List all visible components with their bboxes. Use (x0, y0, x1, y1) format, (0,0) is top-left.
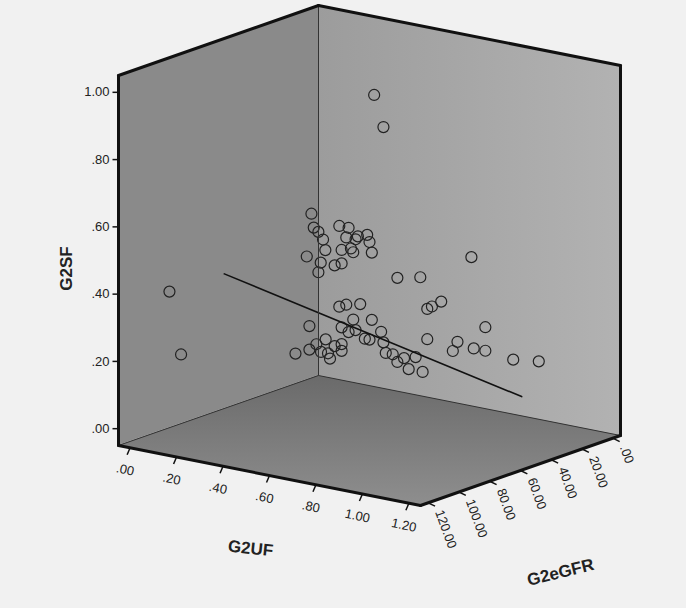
svg-text:.20: .20 (161, 469, 182, 487)
svg-text:G2UF: G2UF (227, 537, 274, 561)
svg-text:80.00: 80.00 (494, 486, 519, 522)
svg-text:.60: .60 (254, 488, 275, 506)
svg-text:60.00: 60.00 (525, 476, 550, 512)
svg-text:.00: .00 (115, 460, 136, 478)
svg-text:G2eGFR: G2eGFR (525, 555, 596, 590)
svg-text:.00: .00 (91, 421, 109, 436)
svg-text:.00: .00 (617, 443, 637, 465)
svg-text:1.00: 1.00 (344, 506, 372, 526)
svg-text:.80: .80 (301, 497, 322, 515)
svg-text:1.00: 1.00 (84, 84, 109, 99)
svg-text:1.20: 1.20 (390, 515, 418, 535)
svg-text:120.00: 120.00 (432, 508, 460, 550)
svg-text:.80: .80 (91, 152, 109, 167)
svg-text:20.00: 20.00 (586, 454, 611, 490)
svg-text:.20: .20 (91, 354, 109, 369)
svg-text:40.00: 40.00 (555, 465, 580, 501)
svg-text:.40: .40 (91, 286, 109, 301)
svg-text:G2SF: G2SF (57, 246, 76, 290)
svg-text:.40: .40 (208, 479, 229, 497)
svg-text:100.00: 100.00 (463, 497, 491, 539)
svg-text:.60: .60 (91, 219, 109, 234)
